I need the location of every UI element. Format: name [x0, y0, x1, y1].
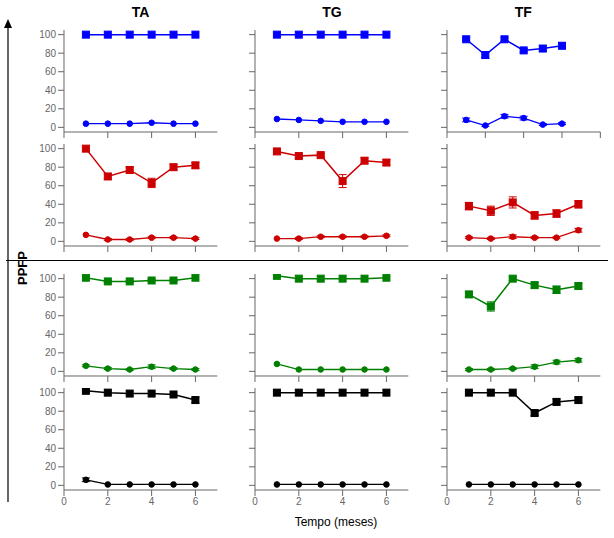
svg-text:100: 100: [39, 387, 56, 398]
svg-text:40: 40: [45, 443, 57, 454]
svg-text:80: 80: [45, 48, 57, 59]
svg-text:40: 40: [45, 329, 57, 340]
svg-text:20: 20: [45, 347, 57, 358]
html-text:TG: TG: [322, 4, 342, 20]
svg-text:4: 4: [531, 496, 537, 507]
svg-text:40: 40: [45, 85, 57, 96]
svg-text:0: 0: [50, 122, 56, 133]
html-text:TF: TF: [514, 4, 532, 20]
svg-text:2: 2: [488, 496, 494, 507]
svg-text:0: 0: [50, 480, 56, 491]
svg-text:80: 80: [45, 292, 57, 303]
svg-text:0: 0: [50, 236, 56, 247]
svg-text:6: 6: [384, 496, 390, 507]
svg-text:0: 0: [50, 366, 56, 377]
svg-text:0: 0: [61, 496, 67, 507]
svg-text:80: 80: [45, 406, 57, 417]
svg-text:60: 60: [45, 180, 57, 191]
svg-text:20: 20: [45, 461, 57, 472]
html-text:Tempo (meses): Tempo (meses): [294, 515, 378, 529]
svg-text:100: 100: [39, 29, 56, 40]
svg-text:4: 4: [340, 496, 346, 507]
svg-text:60: 60: [45, 310, 57, 321]
html-text:PPFP: PPFP: [14, 251, 30, 285]
svg-text:80: 80: [45, 162, 57, 173]
svg-text:60: 60: [45, 424, 57, 435]
html-text:TA: TA: [131, 4, 150, 20]
svg-text:100: 100: [39, 143, 56, 154]
svg-text:60: 60: [45, 66, 57, 77]
svg-text:40: 40: [45, 199, 57, 210]
svg-text:20: 20: [45, 103, 57, 114]
svg-text:100: 100: [39, 273, 56, 284]
svg-text:0: 0: [253, 496, 259, 507]
svg-text:2: 2: [105, 496, 111, 507]
svg-text:0: 0: [444, 496, 450, 507]
svg-text:2: 2: [296, 496, 302, 507]
svg-text:6: 6: [575, 496, 581, 507]
svg-text:20: 20: [45, 217, 57, 228]
svg-text:4: 4: [149, 496, 155, 507]
svg-text:6: 6: [193, 496, 199, 507]
